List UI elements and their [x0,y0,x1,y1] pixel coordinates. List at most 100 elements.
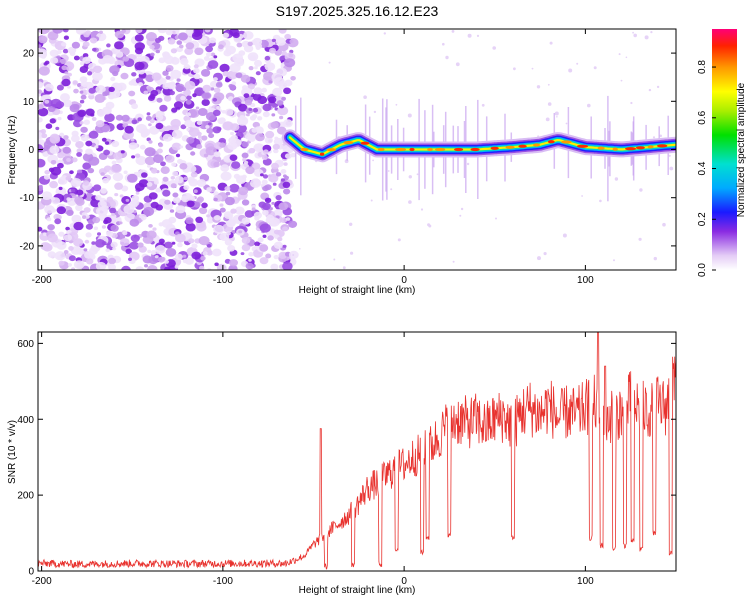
ridge-hotspot [300,147,309,152]
noise-blob [38,117,43,123]
noise-speck [455,62,460,67]
noise-blob [108,263,116,270]
noise-blob [84,239,90,244]
noise-blob [193,64,199,69]
noise-blob [109,207,117,214]
noise-blob [93,65,103,74]
noise-blob [65,176,72,181]
noise-blob [282,226,288,232]
ridge-band [281,95,676,202]
noise-speck [565,122,568,125]
noise-blob [251,127,258,133]
noise-blob [38,144,44,153]
noise-blob [67,263,72,267]
noise-blob [48,167,55,173]
noise-blob [140,131,148,138]
noise-speck [537,256,541,261]
noise-blob [172,171,179,177]
noise-speck [459,214,462,217]
noise-blob [225,231,231,236]
noise-blob [196,179,207,187]
noise-blob [284,58,296,68]
noise-blob [46,217,52,222]
ridge-hotspot [470,147,480,152]
noise-blob [260,183,265,187]
noise-speck [390,188,393,191]
noise-blob [219,63,230,73]
noise-speck [568,68,573,73]
noise-blob [213,87,221,93]
noise-blob [134,153,141,158]
noise-blob [231,161,241,169]
noise-blob [63,29,69,33]
noise-blob [201,69,211,77]
noise-blob [82,162,92,170]
noise-blob [49,49,59,57]
colorbar-tick-label: 0.2 [697,212,708,226]
noise-blob [253,211,262,219]
noise-blob [259,223,271,233]
noise-blob [122,56,130,62]
noise-blob [128,257,132,261]
x-tick-label: -200 [32,275,52,286]
noise-blob [79,90,84,94]
noise-blob [188,238,195,244]
noise-blob [82,56,92,64]
noise-blob [38,29,50,35]
y-tick-label: 0 [28,567,34,578]
noise-blob [141,172,148,178]
noise-blob [47,224,55,231]
noise-blob [38,93,41,97]
noise-blob [57,162,64,169]
noise-blob [136,123,147,134]
ridge-hotspot [454,147,464,152]
noise-blob [275,37,287,46]
noise-blob [261,87,268,93]
noise-blob [167,38,176,45]
noise-blob [66,157,71,162]
noise-blob [115,51,124,58]
y-tick-label: 600 [17,339,34,350]
noise-blob [62,99,72,108]
noise-blob [282,244,287,248]
noise-blob [73,221,84,231]
noise-blob [41,133,48,139]
noise-speck [476,34,480,38]
noise-blob [80,94,87,100]
noise-blob [282,181,291,188]
noise-blob [290,76,296,81]
noise-blob [206,214,211,218]
colorbar-label: Normalized spectral amplitude [736,82,747,217]
noise-speck [373,110,377,114]
noise-blob [175,233,186,243]
noise-blob [101,137,107,142]
noise-blob [199,265,205,270]
y-tick-label: -20 [20,241,35,252]
noise-blob [241,199,250,206]
noise-speck [625,56,628,59]
noise-speck [420,208,424,211]
noise-blob [241,236,251,245]
noise-blob [171,129,183,139]
noise-blob [85,148,93,155]
noise-blob [102,55,113,64]
noise-blob [148,140,153,144]
noise-blob [172,197,181,204]
x-tick-label: -200 [32,576,52,587]
noise-speck [669,166,674,171]
noise-blob [131,195,140,202]
noise-blob [38,104,44,110]
noise-blob [171,30,176,35]
noise-blob [79,66,89,73]
noise-blob [131,103,139,110]
noise-blob [110,164,122,174]
noise-blob [191,251,201,260]
noise-blob [62,146,71,154]
noise-blob [147,176,153,181]
noise-blob [159,104,168,112]
noise-blob [238,230,243,234]
noise-blob [170,69,182,79]
noise-blob [243,31,254,40]
